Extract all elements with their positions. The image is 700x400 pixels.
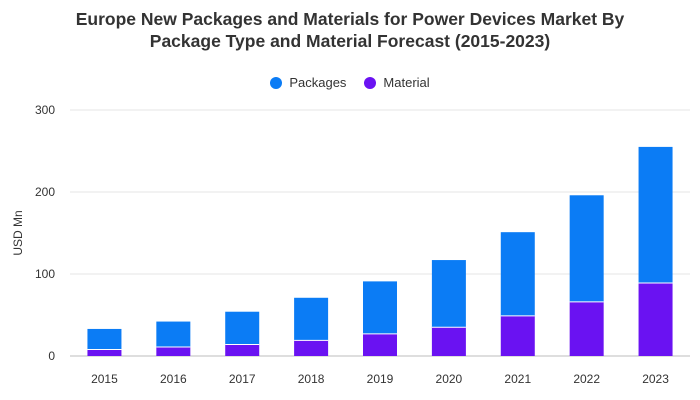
y-tick-label: 0	[48, 349, 55, 363]
bar-material-2023[interactable]	[638, 283, 673, 356]
bar-material-2019[interactable]	[363, 333, 397, 356]
bar-material-2022[interactable]	[569, 301, 604, 356]
y-tick-label: 300	[35, 103, 55, 117]
bar-material-2021[interactable]	[500, 315, 535, 356]
y-axis-ticks: 0 100 200 300	[35, 103, 55, 363]
legend-swatch-material	[364, 76, 377, 89]
bar-packages-2016[interactable]	[156, 321, 191, 347]
x-tick-label-2021: 2021	[504, 372, 531, 386]
chart-legend: Packages Material	[0, 75, 700, 90]
legend-swatch-packages	[270, 76, 283, 89]
x-tick-label-2022: 2022	[573, 372, 600, 386]
x-axis-ticks: 2015 2016 2017 2018 2019 2020 2021 2022 2023	[91, 372, 669, 386]
legend-label-material: Material	[383, 75, 430, 90]
legend-item-packages[interactable]: Packages	[270, 75, 346, 90]
x-tick-label-2016: 2016	[160, 372, 187, 386]
chart-title: Europe New Packages and Materials for Po…	[0, 8, 700, 52]
bars	[87, 146, 673, 356]
bar-packages-2021[interactable]	[500, 232, 535, 316]
x-tick-label-2023: 2023	[642, 372, 669, 386]
x-tick-label-2015: 2015	[91, 372, 118, 386]
x-tick-label-2018: 2018	[298, 372, 325, 386]
legend-label-packages: Packages	[289, 75, 347, 90]
bar-material-2015[interactable]	[87, 349, 122, 356]
bar-packages-2017[interactable]	[225, 311, 260, 345]
bar-packages-2023[interactable]	[638, 146, 673, 284]
bar-material-2018[interactable]	[294, 340, 329, 356]
y-axis-label: USD Mn	[11, 210, 25, 255]
bar-packages-2020[interactable]	[431, 260, 466, 328]
chart-title-line-1: Europe New Packages and Materials for Po…	[75, 9, 625, 29]
x-tick-label-2020: 2020	[436, 372, 463, 386]
chart-title-line-2: Package Type and Material Forecast (2015…	[149, 31, 551, 51]
y-tick-label: 200	[35, 185, 55, 199]
y-tick-label: 100	[35, 267, 55, 281]
x-tick-label-2019: 2019	[367, 372, 394, 386]
bar-packages-2015[interactable]	[87, 328, 122, 350]
bar-packages-2022[interactable]	[569, 195, 604, 302]
legend-item-material[interactable]: Material	[364, 75, 430, 90]
bar-material-2020[interactable]	[431, 327, 466, 356]
x-tick-label-2017: 2017	[229, 372, 256, 386]
bar-material-2017[interactable]	[225, 344, 260, 356]
bar-packages-2019[interactable]	[363, 281, 397, 334]
bar-packages-2018[interactable]	[294, 297, 329, 341]
bar-material-2016[interactable]	[156, 346, 191, 356]
